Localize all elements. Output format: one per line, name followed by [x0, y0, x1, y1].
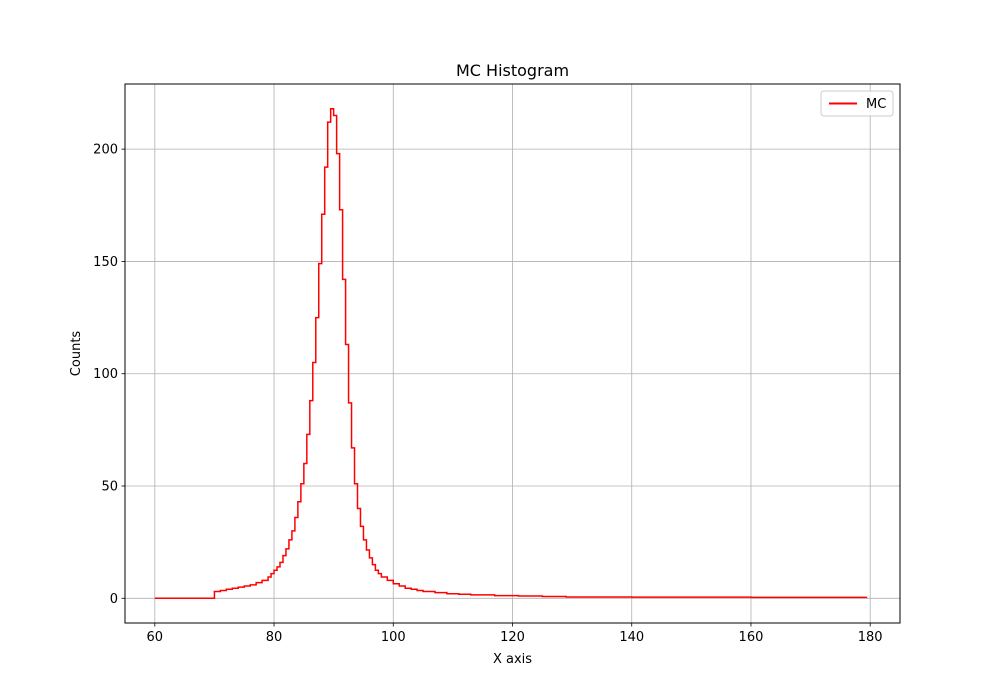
x-tick-label: 100	[381, 630, 406, 645]
y-axis-label: Counts	[69, 331, 84, 377]
y-tick-label: 100	[93, 367, 118, 382]
y-tick-label: 50	[101, 480, 118, 495]
series-layer	[154, 107, 868, 600]
y-tick-label: 0	[110, 592, 118, 607]
y-tick-label: 200	[93, 143, 118, 158]
chart-title: MC Histogram	[456, 61, 569, 80]
y-tick-label: 150	[93, 255, 118, 270]
legend-label-mc: MC	[866, 97, 886, 112]
x-tick-label: 120	[500, 630, 525, 645]
grid-lines	[125, 84, 900, 623]
axis-ticks: 60 80 100 120 140 160 180 0 50 100 150 200	[93, 143, 882, 645]
legend: MC	[820, 90, 894, 117]
x-tick-label: 160	[739, 630, 764, 645]
x-tick-label: 60	[147, 630, 164, 645]
series-line-mc	[154, 107, 868, 600]
x-tick-label: 140	[619, 630, 644, 645]
x-tick-label: 180	[858, 630, 883, 645]
x-axis-label: X axis	[493, 652, 532, 667]
x-tick-label: 80	[266, 630, 283, 645]
